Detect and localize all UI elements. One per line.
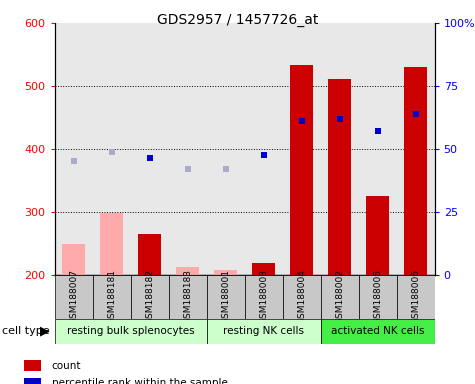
Text: GSM188006: GSM188006 bbox=[411, 269, 420, 324]
Bar bbox=[366, 196, 389, 384]
Text: GSM188004: GSM188004 bbox=[297, 269, 306, 324]
Text: GDS2957 / 1457726_at: GDS2957 / 1457726_at bbox=[157, 13, 318, 27]
Bar bbox=[328, 79, 351, 384]
Bar bbox=[169, 275, 207, 319]
Bar bbox=[397, 275, 435, 319]
Bar bbox=[245, 275, 283, 319]
Text: count: count bbox=[52, 361, 81, 371]
Text: ▶: ▶ bbox=[40, 325, 50, 338]
Bar bbox=[214, 270, 237, 384]
Text: GSM188007: GSM188007 bbox=[69, 269, 78, 324]
Text: GSM188182: GSM188182 bbox=[145, 269, 154, 324]
Bar bbox=[321, 319, 435, 344]
Text: GSM188003: GSM188003 bbox=[259, 269, 268, 324]
Text: GSM188005: GSM188005 bbox=[373, 269, 382, 324]
Text: GSM188181: GSM188181 bbox=[107, 269, 116, 324]
Bar bbox=[359, 275, 397, 319]
Bar bbox=[24, 378, 41, 384]
Bar bbox=[176, 267, 199, 384]
Bar bbox=[138, 234, 161, 384]
Bar bbox=[290, 65, 313, 384]
Bar bbox=[321, 275, 359, 319]
Text: cell type: cell type bbox=[2, 326, 54, 336]
Text: resting NK cells: resting NK cells bbox=[223, 326, 304, 336]
Text: resting bulk splenocytes: resting bulk splenocytes bbox=[67, 326, 194, 336]
Bar bbox=[207, 275, 245, 319]
Text: GSM188001: GSM188001 bbox=[221, 269, 230, 324]
Bar bbox=[100, 213, 123, 384]
Bar bbox=[55, 319, 207, 344]
Text: percentile rank within the sample: percentile rank within the sample bbox=[52, 378, 228, 384]
Bar bbox=[252, 263, 275, 384]
Text: GSM188183: GSM188183 bbox=[183, 269, 192, 324]
Bar bbox=[55, 275, 93, 319]
Bar bbox=[131, 275, 169, 319]
Text: GSM188002: GSM188002 bbox=[335, 269, 344, 324]
Bar bbox=[62, 244, 85, 384]
Bar bbox=[24, 361, 41, 371]
Bar bbox=[93, 275, 131, 319]
Bar bbox=[283, 275, 321, 319]
Bar bbox=[404, 67, 427, 384]
Bar bbox=[207, 319, 321, 344]
Text: activated NK cells: activated NK cells bbox=[331, 326, 424, 336]
